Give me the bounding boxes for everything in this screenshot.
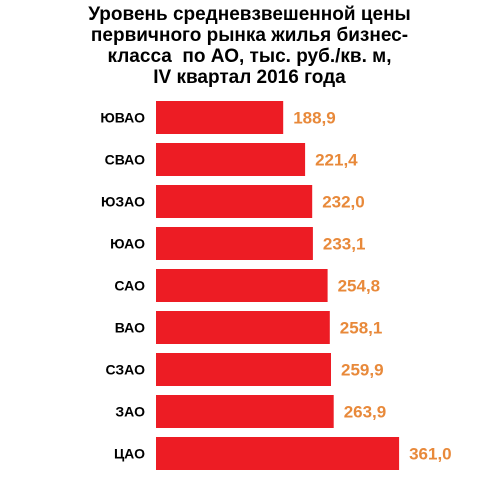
bar-5	[156, 311, 330, 344]
bar-0	[156, 101, 284, 134]
bar-6	[156, 353, 331, 386]
category-label-7: ЗАО	[115, 404, 145, 420]
bar-3	[156, 227, 313, 260]
value-label-6: 259,9	[341, 361, 384, 380]
value-label-8: 361,0	[409, 445, 452, 464]
category-label-0: ЮВАО	[100, 110, 145, 126]
category-label-4: САО	[114, 278, 145, 294]
category-label-3: ЮАО	[110, 236, 145, 252]
category-label-2: ЮЗАО	[101, 194, 145, 210]
bar-7	[156, 395, 334, 428]
value-label-3: 233,1	[323, 235, 366, 254]
value-label-1: 221,4	[315, 151, 358, 170]
chart-title-line-4: IV квартал 2016 года	[153, 67, 346, 88]
chart-title-line-1: Уровень средневзвешенной цены	[88, 4, 411, 25]
category-label-5: ВАО	[115, 320, 145, 336]
category-label-8: ЦАО	[114, 446, 145, 462]
value-label-7: 263,9	[344, 403, 387, 422]
bar-4	[156, 269, 328, 302]
category-label-6: СЗАО	[105, 362, 145, 378]
chart-title-line-2: первичного рынка жилья бизнес-	[90, 25, 409, 46]
value-label-2: 232,0	[322, 193, 365, 212]
chart-title-line-3: класса по АО, тыс. руб./кв. м,	[107, 46, 392, 67]
value-label-4: 254,8	[338, 277, 381, 296]
category-label-1: СВАО	[105, 152, 145, 168]
bar-1	[156, 143, 306, 176]
bar-2	[156, 185, 313, 218]
chart-title: Уровень средневзвешенной цены первичного…	[0, 4, 499, 88]
value-label-0: 188,9	[293, 109, 336, 128]
value-label-5: 258,1	[340, 319, 383, 338]
bar-8	[156, 437, 400, 470]
